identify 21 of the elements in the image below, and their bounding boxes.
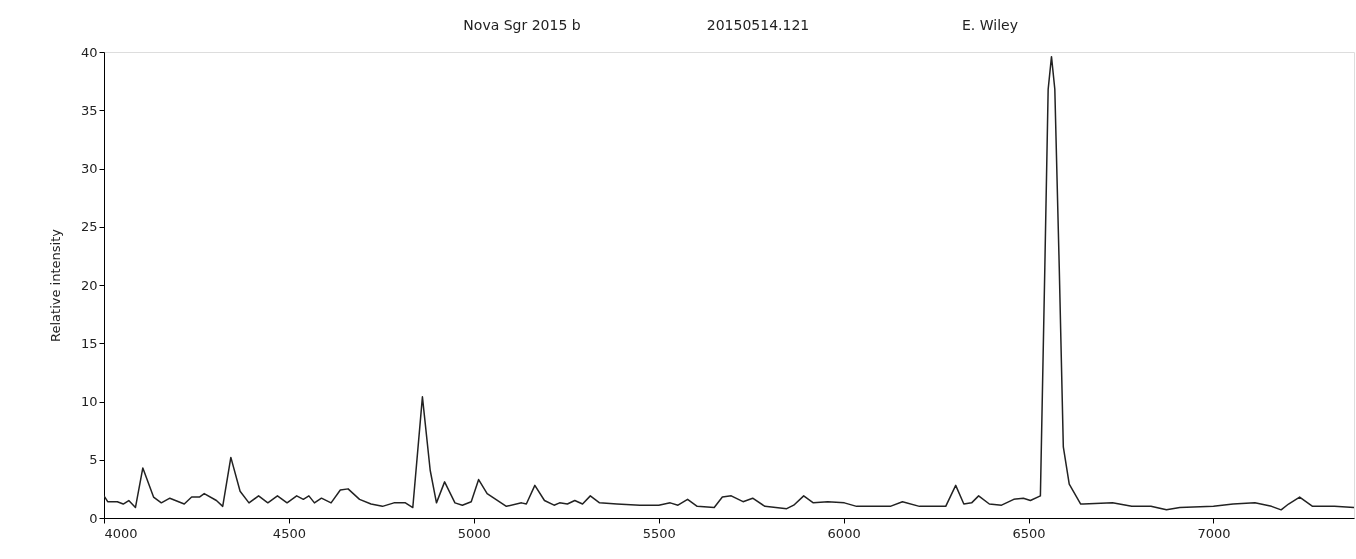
y-tick-label: 15 [80,335,98,351]
y-tick-label: 20 [80,277,98,293]
y-axis-title: Relative intensity [47,228,63,342]
x-tick-label: 4000 [104,525,138,541]
chart-title: Nova Sgr 2015 b [463,17,581,33]
x-tick-label: 5500 [642,525,676,541]
y-tick-label: 5 [89,452,98,468]
x-tick-label: 5000 [457,525,491,541]
y-tick-label: 40 [80,44,98,60]
x-tick-label: 6000 [827,525,861,541]
x-tick-label: 6500 [1012,525,1046,541]
y-tick-label: 10 [80,394,98,409]
y-tick-label: 35 [80,102,98,118]
text: 20150514.121 [706,17,810,33]
x-tick-label: 7000 [1197,525,1231,541]
x-tick-label: 4500 [272,525,306,541]
line-series [104,55,1354,511]
y-tick-label: 30 [80,161,98,176]
y-tick-label: 0 [89,510,98,526]
text: E. Wiley [962,17,1018,33]
y-tick-label: 25 [80,219,98,235]
